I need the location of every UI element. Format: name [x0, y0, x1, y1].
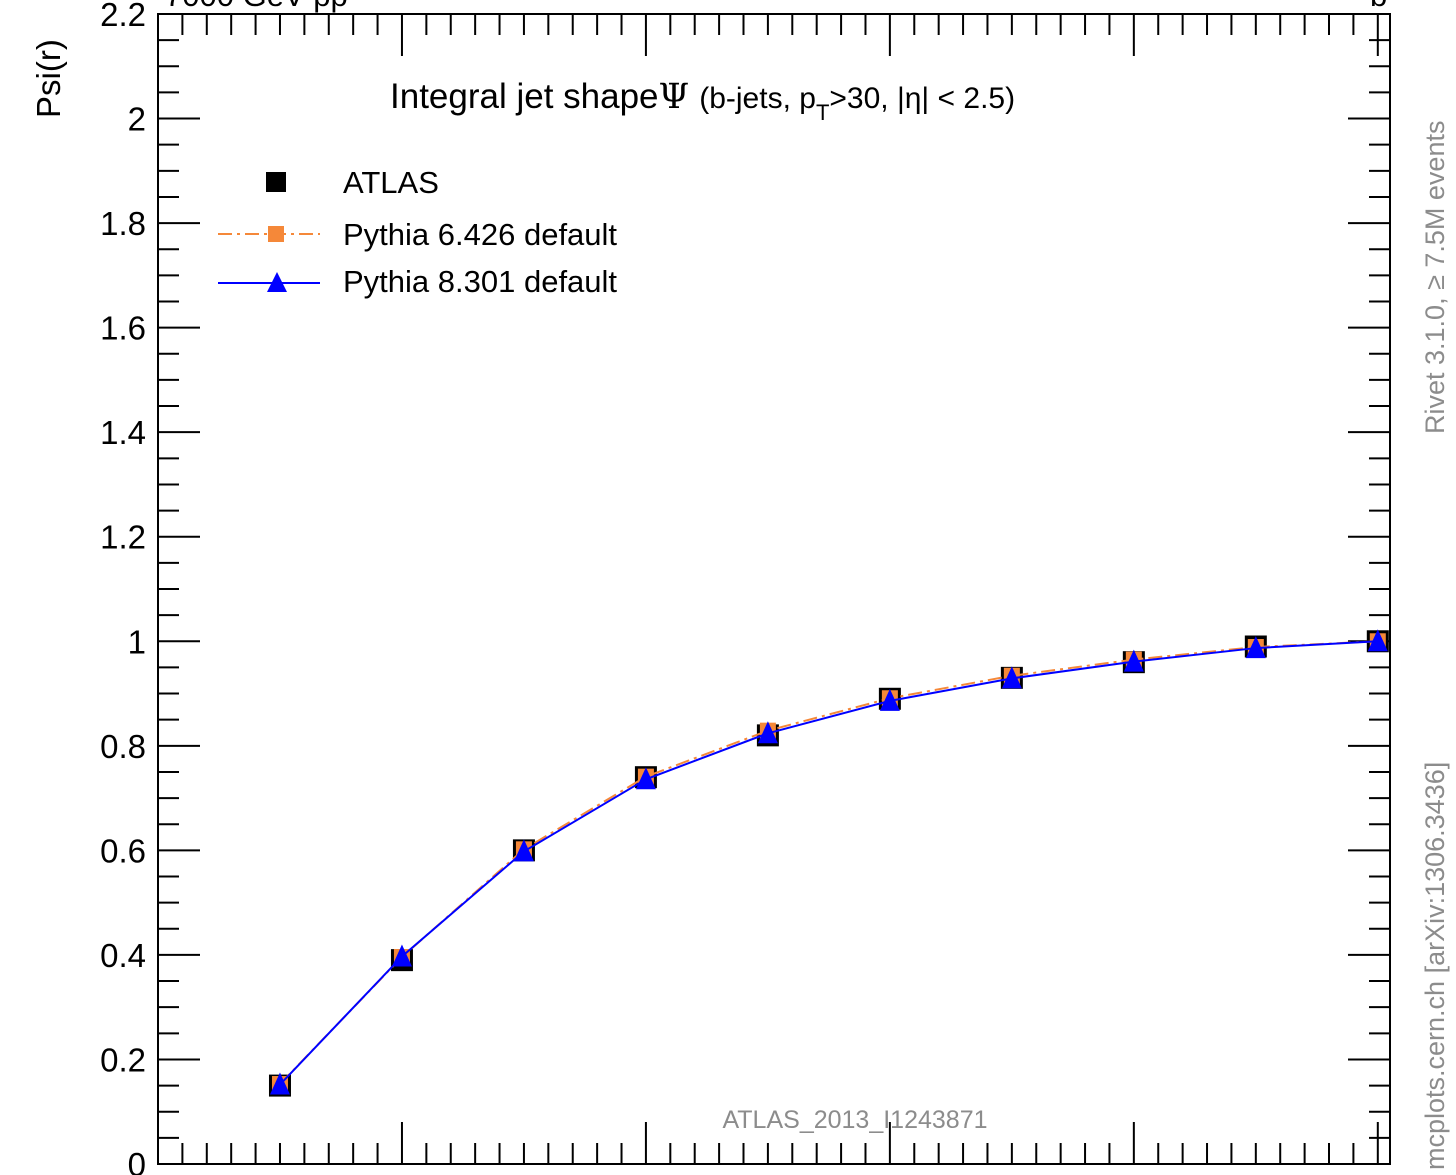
- point-pythia-8-301-default: [757, 721, 778, 744]
- series-layer: [268, 629, 1389, 1097]
- y-tick-label: 1: [128, 623, 146, 660]
- y-tick-label: 1.8: [100, 205, 146, 242]
- point-pythia-8-301-default: [391, 944, 412, 967]
- y-tick-label: 2.2: [100, 0, 146, 33]
- legend-marker-atlas: [266, 172, 286, 192]
- legend: ATLAS Pythia 6.426 default Pythia 8.301 …: [218, 165, 617, 299]
- rivet-label: Rivet 3.1.0, ≥ 7.5M events: [1420, 121, 1450, 434]
- axis-ticks: [158, 13, 1390, 1165]
- point-pythia-8-301-default: [269, 1072, 290, 1095]
- corner-label: b: [1370, 0, 1387, 13]
- point-pythia-8-301-default: [1367, 629, 1388, 652]
- point-pythia-8-301-default: [1245, 636, 1266, 659]
- point-pythia-8-301-default: [879, 688, 900, 711]
- y-tick-label: 0.8: [100, 728, 146, 765]
- point-pythia-8-301-default: [1123, 649, 1144, 672]
- point-pythia-8-301-default: [513, 839, 534, 862]
- y-axis-label: Psi(r): [30, 39, 67, 118]
- title-main: Integral jet shape: [390, 77, 659, 116]
- y-tick-label: 2: [128, 101, 146, 138]
- title-sub: T: [816, 100, 829, 125]
- energy-label: 7000 GeV pp: [165, 0, 348, 13]
- legend-label-atlas: ATLAS: [343, 165, 439, 200]
- title-paren-a: (b-jets, p: [699, 82, 816, 115]
- series-line-pythia-6-426-default: [279, 640, 1378, 1085]
- y-tick-label: 0.4: [100, 937, 146, 974]
- chart-title: Integral jet shapeΨ (b-jets, pT>30, |η| <…: [390, 77, 1015, 125]
- legend-label-pythia8: Pythia 8.301 default: [343, 264, 617, 299]
- mcplots-label: mcplots.cern.ch [arXiv:1306.3436]: [1420, 762, 1450, 1170]
- y-tick-label: 1.2: [100, 519, 146, 556]
- title-paren-b: >30, |η| < 2.5): [829, 82, 1015, 115]
- y-tick-label: 1.4: [100, 414, 146, 451]
- y-tick-label: 0: [128, 1146, 146, 1175]
- legend-marker-pythia6: [268, 226, 284, 242]
- point-pythia-8-301-default: [1001, 666, 1022, 689]
- y-tick-label: 0.6: [100, 832, 146, 869]
- series-line-pythia-8-301-default: [279, 640, 1378, 1086]
- legend-label-pythia6: Pythia 6.426 default: [343, 217, 617, 252]
- analysis-label: ATLAS_2013_I1243871: [722, 1106, 987, 1134]
- point-pythia-8-301-default: [635, 767, 656, 790]
- y-tick-label: 1.6: [100, 310, 146, 347]
- y-tick-label: 0.2: [100, 1041, 146, 1078]
- legend-marker-pythia8: [267, 272, 287, 292]
- y-tick-labels: 0 0.2 0.4 0.6 0.8 1 1.2 1.4 1.6 1.8 2 2.2: [100, 0, 146, 1175]
- title-symbol: Ψ: [659, 77, 690, 117]
